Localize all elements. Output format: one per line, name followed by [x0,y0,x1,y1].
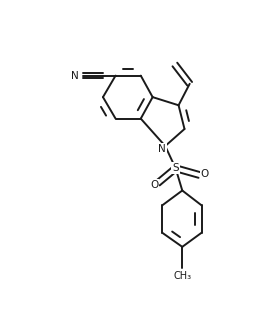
Text: N: N [71,71,78,81]
Text: O: O [150,180,158,190]
Text: O: O [200,169,209,179]
Text: N: N [158,144,166,154]
Text: CH₃: CH₃ [173,271,191,281]
Text: S: S [172,163,179,173]
